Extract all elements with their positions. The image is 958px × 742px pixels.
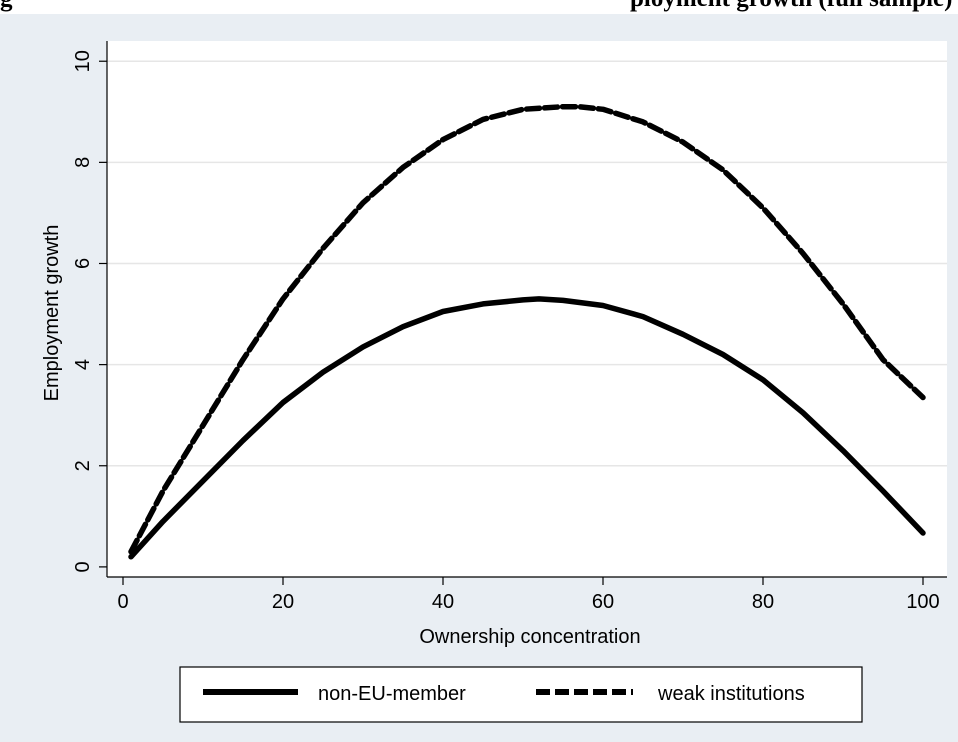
y-tick-label-4: 4: [72, 359, 94, 370]
chart-title-left: g: [0, 0, 13, 13]
legend-label-weak-institutions: weak institutions: [657, 683, 805, 705]
y-tick-label-10: 10: [72, 50, 94, 72]
x-tick-label-0: 0: [117, 591, 128, 613]
x-tick-label-60: 60: [592, 591, 614, 613]
y-axis-title: Employment growth: [41, 225, 63, 402]
chart-title-right: ployment growth (full sample): [630, 0, 952, 13]
y-tick-label-2: 2: [72, 460, 94, 471]
series-line-weak-institutions: [128, 103, 926, 555]
y-tick-label-8: 8: [72, 157, 94, 168]
series-line-non-eu-member: [128, 296, 926, 560]
legend: non-EU-member weak institutions: [179, 666, 863, 723]
x-axis-title: Ownership concentration: [419, 626, 640, 648]
series-layer: [128, 103, 926, 560]
x-tick-label-100: 100: [906, 591, 939, 613]
x-tick-label-40: 40: [432, 591, 454, 613]
y-tick-label-6: 6: [72, 258, 94, 269]
plot-area: [107, 41, 947, 577]
x-tick-label-20: 20: [272, 591, 294, 613]
legend-label-non-eu-member: non-EU-member: [318, 683, 466, 705]
x-tick-label-80: 80: [752, 591, 774, 613]
gridlines: [107, 60, 947, 467]
chart-title: g ployment growth (full sample): [0, 0, 958, 21]
y-tick-label-0: 0: [72, 561, 94, 572]
